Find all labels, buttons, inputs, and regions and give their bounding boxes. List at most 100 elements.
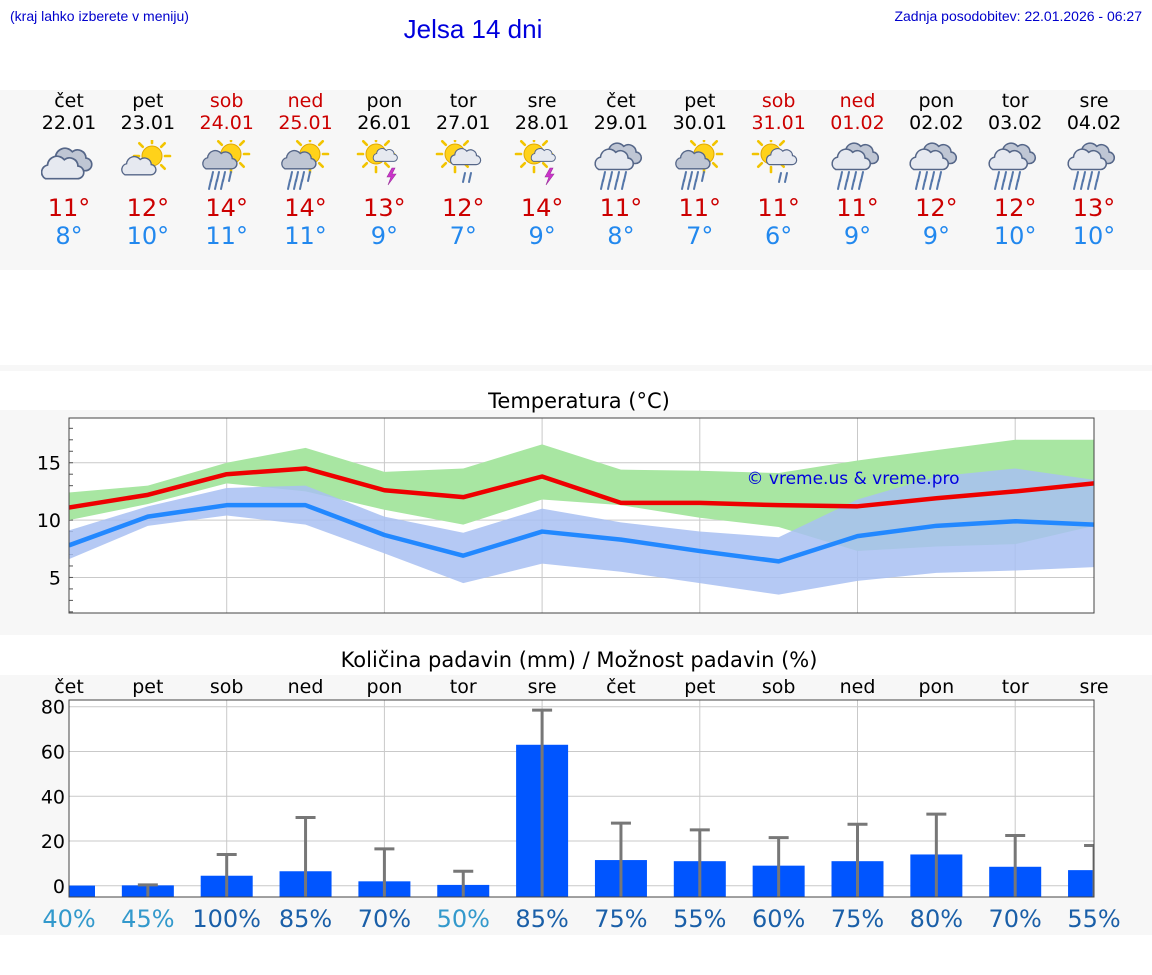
- day-name: tor: [449, 90, 477, 112]
- min-range-band: [69, 468, 1094, 595]
- day-column: tor 27.01 12° 7°: [423, 90, 503, 260]
- precipitation-frame: [68, 699, 1095, 898]
- sun-cloud-rain-icon: [201, 140, 250, 190]
- day-date: 25.01: [278, 112, 333, 134]
- day-date: 26.01: [357, 112, 412, 134]
- day-date: 29.01: [593, 112, 649, 134]
- precip-tick-label: 0: [53, 876, 65, 898]
- precip-probability: 70%: [989, 905, 1042, 933]
- min-temp: 11°: [284, 222, 327, 250]
- day-name: sre: [527, 90, 557, 112]
- precip-probability: 70%: [358, 905, 411, 933]
- day-name: čet: [606, 90, 636, 112]
- day-name: sre: [1079, 90, 1109, 112]
- section-divider: [0, 365, 1152, 371]
- precip-day-label: pon: [918, 676, 954, 698]
- max-temp: 14°: [520, 194, 564, 222]
- precip-probability: 40%: [42, 905, 95, 933]
- max-temp: 11°: [47, 194, 91, 222]
- min-temp: 9°: [528, 222, 556, 250]
- max-temp: 13°: [363, 194, 406, 222]
- precip-probability: 80%: [910, 905, 963, 933]
- location-menu-link[interactable]: (kraj lahko izberete v meniju): [10, 8, 189, 24]
- watermark: © vreme.us & vreme.pro: [746, 469, 959, 489]
- max-temp: 12°: [915, 194, 958, 222]
- day-date: 22.01: [41, 112, 97, 134]
- max-temp: 11°: [678, 194, 722, 222]
- precip-day-label: ned: [288, 676, 324, 698]
- day-column: ned 01.02 11° 9°: [818, 90, 898, 260]
- sun-thunder-icon: [357, 140, 399, 186]
- day-name: ned: [287, 90, 324, 112]
- max-temp: 14°: [284, 194, 327, 222]
- day-name: ned: [839, 90, 876, 112]
- sun-cloud-rain-icon: [674, 140, 724, 190]
- day-name: pon: [918, 90, 955, 112]
- precip-day-label: čet: [54, 676, 84, 698]
- day-name: tor: [1001, 90, 1029, 112]
- day-date: 31.01: [751, 112, 806, 134]
- precip-day-label: sre: [528, 676, 557, 698]
- day-name: sob: [209, 90, 244, 112]
- sun-thunder-icon: [514, 140, 556, 186]
- day-name: pet: [132, 90, 164, 112]
- day-date: 03.02: [987, 112, 1043, 134]
- day-column: pet 30.01 11° 7°: [660, 90, 740, 260]
- day-column: sre 04.02 13° 10°: [1054, 90, 1134, 260]
- sun-cloud-icon: [121, 140, 172, 176]
- precip-probability: 75%: [831, 905, 884, 933]
- precip-day-label: ned: [840, 676, 876, 698]
- min-temp: 9°: [843, 222, 872, 250]
- max-temp: 11°: [599, 194, 643, 222]
- precip-tick-label: 60: [41, 741, 65, 763]
- day-date: 27.01: [436, 112, 491, 134]
- day-name: čet: [54, 90, 84, 112]
- precip-tick-label: 20: [41, 831, 65, 853]
- day-date: 28.01: [514, 112, 570, 134]
- precip-probability: 100%: [192, 905, 261, 933]
- day-column: pet 23.01 12° 10°: [108, 90, 188, 260]
- precip-probability: 60%: [752, 905, 805, 933]
- precip-tick-label: 80: [41, 697, 65, 719]
- min-temp: 6°: [765, 222, 793, 250]
- precip-day-label: pet: [132, 676, 163, 698]
- temperature-tick-label: 15: [37, 453, 61, 475]
- day-date: 01.02: [830, 112, 885, 134]
- precip-probability: 85%: [515, 905, 568, 933]
- min-temp-line: [69, 502, 1094, 564]
- forecast-panel: [0, 90, 1152, 270]
- page-title: Jelsa 14 dni: [403, 14, 543, 44]
- day-column: pon 26.01 13° 9°: [344, 90, 424, 260]
- temperature-title: Temperatura (°C): [487, 389, 670, 413]
- precip-bar: [1068, 870, 1094, 897]
- precip-probability: 50%: [437, 905, 490, 933]
- sun-cloud-light-rain-icon: [751, 140, 797, 183]
- day-name: pon: [366, 90, 403, 112]
- cloud-rain-icon: [594, 142, 642, 190]
- day-date: 24.01: [199, 112, 254, 134]
- min-temp: 11°: [205, 222, 248, 250]
- min-temp: 7°: [449, 222, 477, 250]
- min-temp: 10°: [1072, 222, 1116, 250]
- max-temp: 12°: [993, 194, 1037, 222]
- day-column: pon 02.02 12° 9°: [896, 90, 976, 260]
- max-temp: 12°: [126, 194, 170, 222]
- max-temp: 14°: [205, 194, 248, 222]
- day-column: čet 29.01 11° 8°: [581, 90, 661, 260]
- min-temp: 8°: [55, 222, 83, 250]
- cloudy-icon: [41, 147, 93, 180]
- min-temp: 10°: [126, 222, 170, 250]
- min-temp: 9°: [370, 222, 399, 250]
- sun-cloud-rain-icon: [280, 140, 329, 190]
- day-name: pet: [684, 90, 716, 112]
- precip-day-label: sre: [1080, 676, 1109, 698]
- precip-day-label: čet: [606, 676, 636, 698]
- min-temp: 7°: [686, 222, 714, 250]
- precip-day-label: tor: [1002, 676, 1029, 698]
- day-date: 30.01: [672, 112, 727, 134]
- temperature-frame: [68, 417, 1095, 614]
- day-column: čet 22.01 11° 8°: [29, 90, 109, 260]
- day-column: sob 31.01 11° 6°: [739, 90, 819, 260]
- cloud-rain-icon: [1067, 142, 1116, 190]
